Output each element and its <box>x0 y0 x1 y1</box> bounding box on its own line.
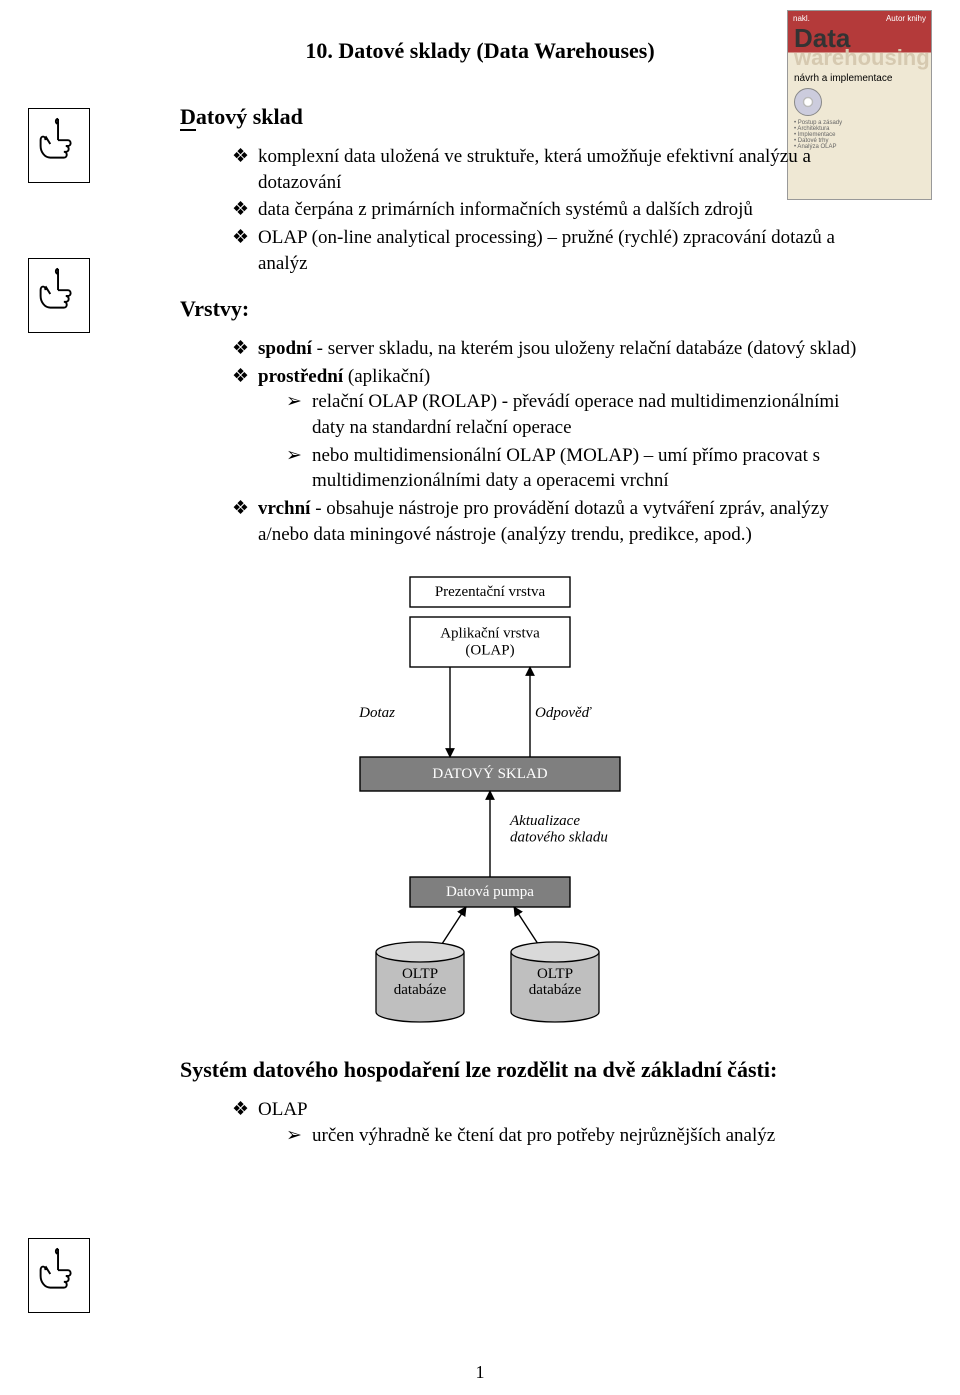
svg-text:Dotaz: Dotaz <box>358 705 395 721</box>
section-heading-datovy-sklad: Datový sklad <box>180 104 860 130</box>
page-number: 1 <box>0 1362 960 1383</box>
hand-pointer-icon <box>28 108 90 183</box>
svg-text:OLTP: OLTP <box>537 966 573 982</box>
page-title: 10. Datové sklady (Data Warehouses) <box>100 38 860 64</box>
svg-text:databáze: databáze <box>394 982 447 998</box>
list-closing: OLAP určen výhradně ke čtení dat pro pot… <box>232 1097 860 1148</box>
svg-text:Prezentační vrstva: Prezentační vrstva <box>435 584 546 600</box>
svg-text:Datová pumpa: Datová pumpa <box>446 884 534 900</box>
section-heading-vrstvy: Vrstvy: <box>180 296 860 322</box>
svg-text:datového skladu: datového skladu <box>510 830 608 846</box>
architecture-diagram: Prezentační vrstva Aplikační vrstva(OLAP)… <box>300 567 660 1037</box>
list-item: spodní - server skladu, na kterém jsou u… <box>232 336 860 362</box>
list-datovy-sklad: komplexní data uložená ve struktuře, kte… <box>232 144 860 276</box>
svg-text:databáze: databáze <box>529 982 582 998</box>
svg-text:OLTP: OLTP <box>402 966 438 982</box>
list-item: data čerpána z primárních informačních s… <box>232 197 860 223</box>
hand-pointer-icon <box>28 1238 90 1313</box>
list-sub-item: určen výhradně ke čtení dat pro potřeby … <box>286 1123 860 1149</box>
closing-heading: Systém datového hospodaření lze rozdělit… <box>180 1057 860 1083</box>
svg-text:Aktualizace: Aktualizace <box>509 813 580 829</box>
list-vrstvy: spodní - server skladu, na kterém jsou u… <box>232 336 860 547</box>
list-item: vrchní - obsahuje nástroje pro provádění… <box>232 496 860 547</box>
list-item: komplexní data uložená ve struktuře, kte… <box>232 144 860 195</box>
svg-text:DATOVÝ SKLAD: DATOVÝ SKLAD <box>432 765 547 782</box>
svg-text:Aplikační vrstva: Aplikační vrstva <box>440 626 540 642</box>
list-item: OLAP (on-line analytical processing) – p… <box>232 225 860 276</box>
list-item: OLAP určen výhradně ke čtení dat pro pot… <box>232 1097 860 1148</box>
svg-text:(OLAP): (OLAP) <box>465 643 514 659</box>
list-sub-item: relační OLAP (ROLAP) - převádí operace n… <box>286 389 860 440</box>
hand-pointer-icon <box>28 258 90 333</box>
list-sub-item: nebo multidimensionální OLAP (MOLAP) – u… <box>286 443 860 494</box>
list-item: prostřední (aplikační) relační OLAP (ROL… <box>232 364 860 494</box>
svg-text:Odpověď: Odpověď <box>535 705 593 721</box>
